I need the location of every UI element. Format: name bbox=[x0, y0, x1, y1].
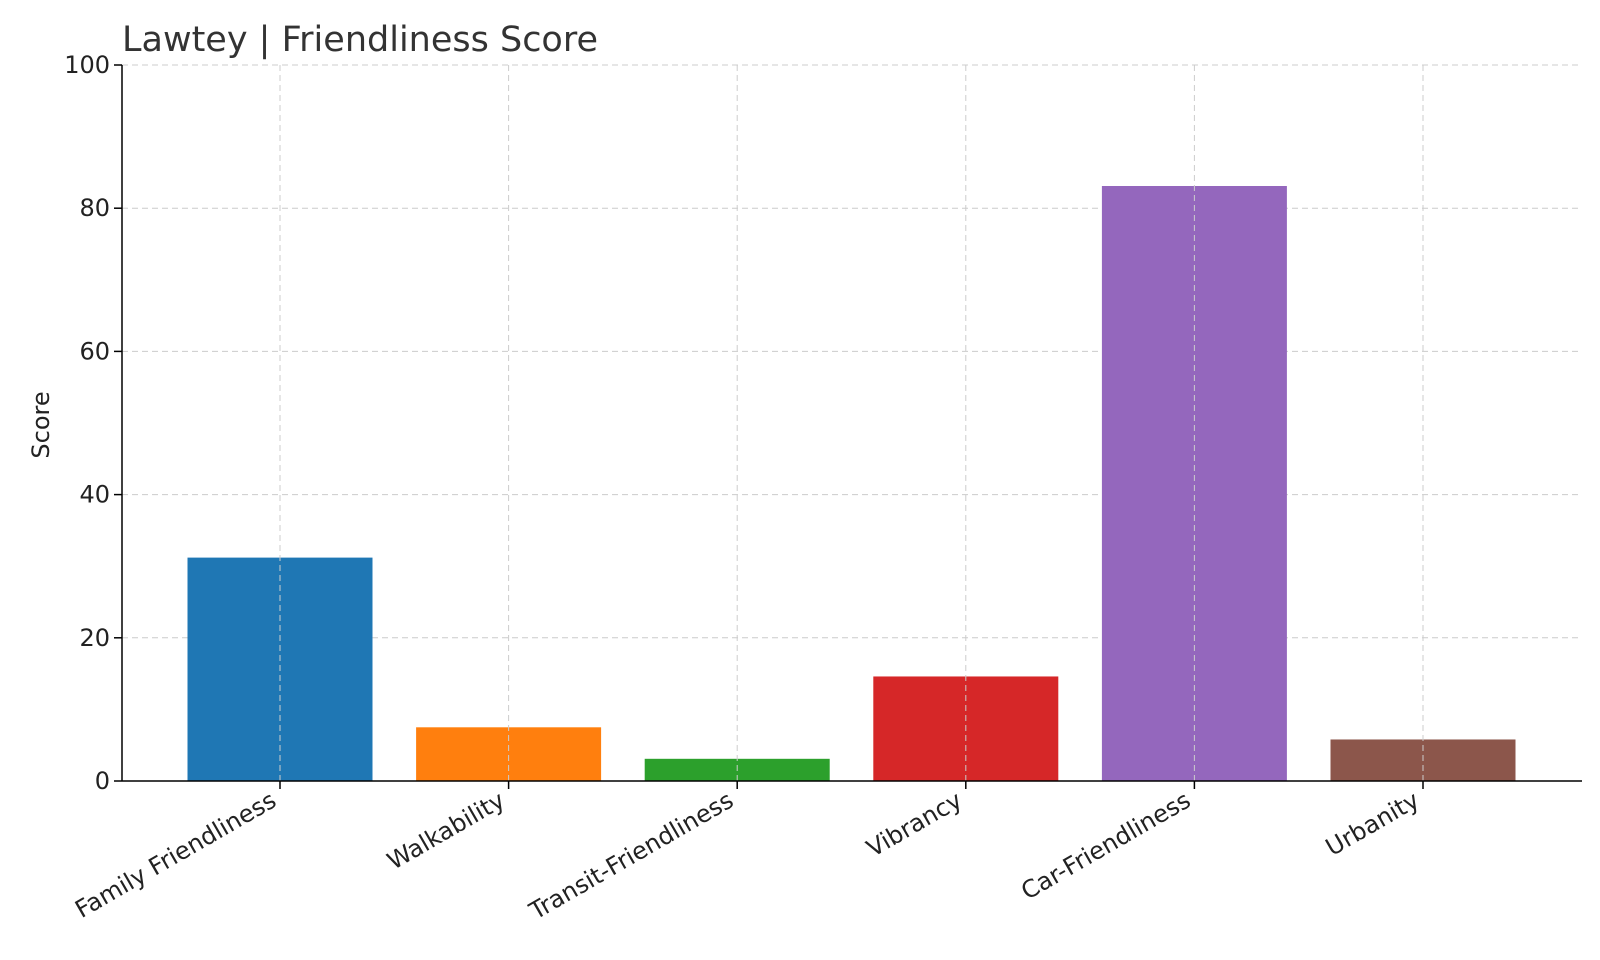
y-tick-label: 80 bbox=[79, 194, 110, 222]
bars-layer bbox=[187, 186, 1516, 781]
x-tick-label: Urbanity bbox=[1321, 786, 1424, 862]
x-tick-label: Transit-Friendliness bbox=[524, 786, 738, 926]
chart-title: Lawtey | Friendliness Score bbox=[122, 20, 598, 60]
x-tick-label: Vibrancy bbox=[862, 786, 967, 863]
axes-layer bbox=[114, 64, 1582, 789]
x-tick-label: Walkability bbox=[382, 786, 509, 876]
y-tick-label: 100 bbox=[64, 51, 110, 79]
y-tick-label: 0 bbox=[95, 767, 110, 795]
y-tick-label: 20 bbox=[79, 624, 110, 652]
y-axis-label: Score bbox=[27, 391, 55, 458]
y-tick-label: 60 bbox=[79, 337, 110, 365]
x-tick-label: Car-Friendliness bbox=[1016, 786, 1195, 906]
x-tick-label: Family Friendliness bbox=[70, 786, 281, 924]
y-tick-label: 40 bbox=[79, 481, 110, 509]
